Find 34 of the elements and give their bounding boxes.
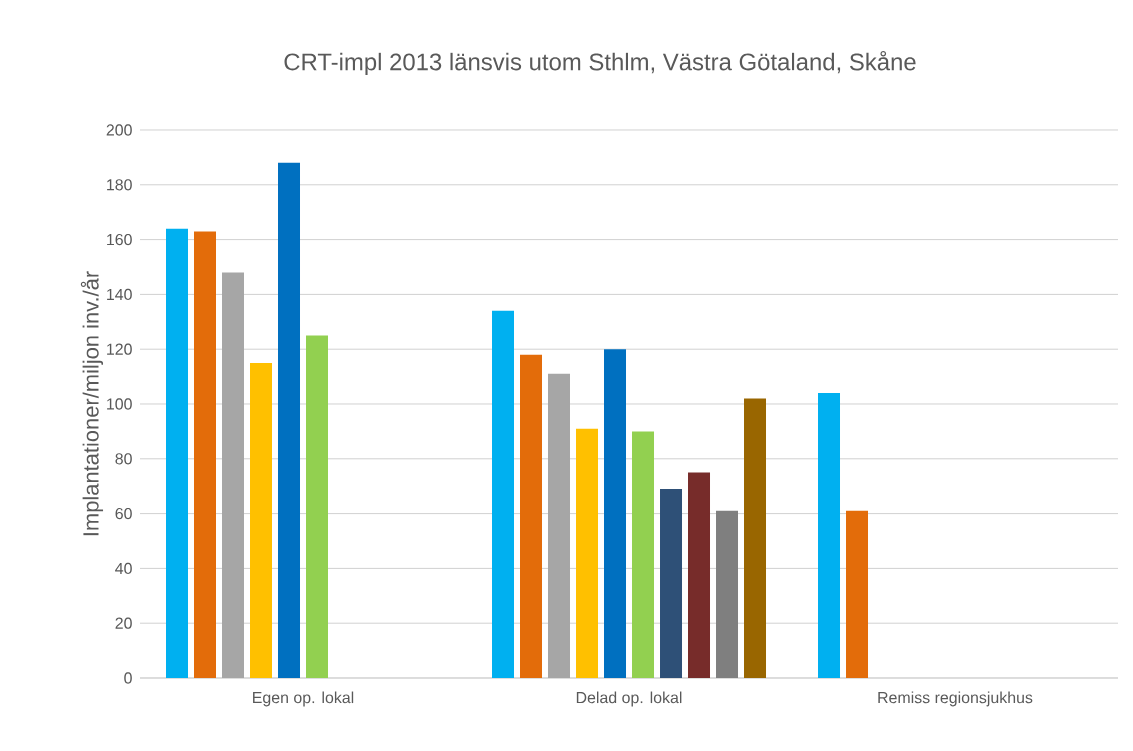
bar — [166, 228, 188, 678]
y-tick-label: 80 — [115, 453, 132, 465]
bar — [818, 393, 841, 678]
y-tick-label: 120 — [107, 343, 132, 355]
bar — [306, 335, 328, 678]
chart-title: CRT-impl 2013 länsvis utom Sthlm, Västra Götaland, Skåne — [284, 50, 916, 76]
bar — [278, 162, 300, 678]
bar — [222, 272, 244, 678]
bar — [250, 362, 272, 678]
y-tick-label: 160 — [107, 233, 132, 246]
y-tick-label: 40 — [115, 562, 132, 575]
bar — [632, 431, 655, 678]
bar — [744, 398, 767, 678]
x-tick-label: Remiss regionsjukhus — [878, 691, 1033, 707]
bar — [604, 349, 627, 678]
bar — [576, 428, 598, 678]
y-axis-title: Implantationer/miljon inv./år — [80, 271, 104, 536]
bar — [846, 510, 869, 678]
bar — [520, 354, 542, 678]
x-tick-label: Delad op. lokal — [576, 691, 682, 707]
bar — [548, 373, 570, 678]
y-tick-label: 100 — [107, 398, 132, 410]
bar — [194, 231, 216, 678]
x-tick-label: Egen op. lokal — [253, 691, 354, 707]
y-tick-label: 60 — [115, 507, 132, 520]
bar — [716, 510, 739, 678]
bar — [688, 472, 711, 678]
y-tick-label: 0 — [124, 672, 132, 684]
y-tick-label: 180 — [107, 179, 132, 191]
y-tick-label: 20 — [115, 617, 132, 629]
y-tick-label: 200 — [106, 124, 132, 136]
bar — [492, 310, 514, 678]
bar — [660, 488, 683, 678]
y-tick-label: 140 — [107, 288, 132, 301]
